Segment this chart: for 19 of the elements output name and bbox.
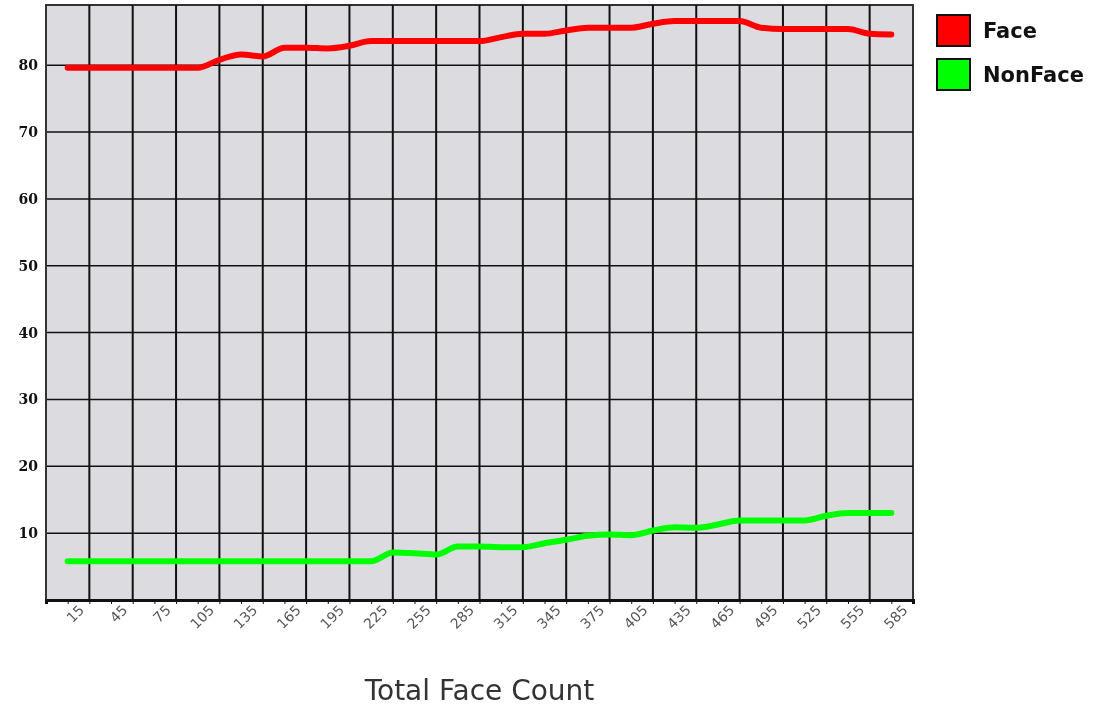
y-tick-label: 70: [18, 124, 39, 140]
x-axis-title: Total Face Count: [363, 674, 595, 707]
x-tick-label: 435: [663, 601, 695, 632]
y-tick-label: 80: [18, 57, 39, 74]
y-tick-label: 40: [18, 324, 39, 341]
y-tick-label: 50: [18, 257, 39, 274]
y-tick-label: 10: [18, 525, 39, 542]
x-tick-label: 45: [106, 601, 131, 626]
x-tick-label: 75: [149, 601, 174, 626]
x-tick-label: 165: [273, 601, 304, 632]
legend-label: Face: [983, 19, 1037, 43]
x-tick-label: 465: [707, 601, 738, 632]
legend-label: NonFace: [983, 63, 1084, 87]
y-tick-label: 60: [18, 190, 39, 207]
x-tick-label: 495: [750, 601, 781, 632]
y-tick-label: 30: [18, 391, 39, 408]
x-tick-label: 15: [63, 601, 88, 626]
x-tick-label: 405: [620, 601, 651, 632]
y-tick-label: 20: [18, 458, 39, 475]
